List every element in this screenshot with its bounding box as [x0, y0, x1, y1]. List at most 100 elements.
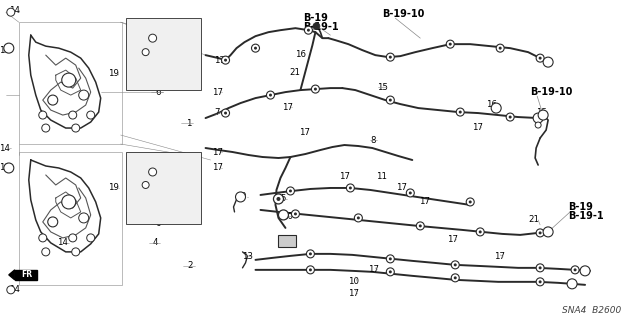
Circle shape: [312, 85, 319, 93]
Circle shape: [309, 268, 312, 271]
Text: 17: 17: [447, 235, 458, 244]
Text: 17: 17: [472, 122, 483, 131]
Text: 6: 6: [156, 219, 161, 228]
Circle shape: [7, 8, 15, 16]
Text: 19: 19: [108, 69, 119, 78]
Circle shape: [543, 227, 553, 237]
Circle shape: [468, 200, 472, 204]
Text: 18: 18: [0, 46, 10, 55]
Text: 17: 17: [419, 197, 430, 206]
Text: 4: 4: [153, 238, 158, 248]
Circle shape: [536, 264, 544, 272]
Text: 16: 16: [295, 50, 306, 59]
Circle shape: [406, 189, 414, 197]
Circle shape: [278, 210, 289, 220]
Circle shape: [42, 124, 50, 132]
Text: 4: 4: [135, 29, 140, 38]
Text: 11: 11: [376, 173, 387, 182]
Text: 17: 17: [212, 164, 223, 173]
Circle shape: [543, 57, 553, 67]
Text: 15: 15: [377, 83, 388, 92]
Circle shape: [346, 184, 355, 192]
Circle shape: [287, 187, 294, 195]
Text: 8: 8: [371, 136, 376, 145]
Circle shape: [307, 266, 314, 274]
Circle shape: [539, 57, 541, 60]
Circle shape: [86, 234, 95, 242]
Text: 17: 17: [212, 88, 223, 97]
Circle shape: [409, 191, 412, 195]
Circle shape: [535, 122, 541, 128]
Circle shape: [387, 268, 394, 276]
Circle shape: [536, 278, 544, 286]
Text: B-19: B-19: [568, 202, 593, 212]
Circle shape: [273, 194, 284, 204]
Circle shape: [509, 115, 511, 119]
Circle shape: [276, 197, 280, 201]
Circle shape: [456, 108, 464, 116]
Bar: [19, 22, 122, 144]
Text: 15: 15: [536, 108, 547, 116]
Bar: [125, 18, 200, 90]
Circle shape: [48, 217, 58, 227]
Circle shape: [86, 111, 95, 119]
Circle shape: [148, 168, 157, 176]
Text: 18: 18: [0, 164, 10, 173]
Circle shape: [536, 229, 544, 237]
Circle shape: [357, 216, 360, 219]
Circle shape: [48, 95, 58, 105]
Circle shape: [61, 195, 76, 209]
Circle shape: [499, 47, 502, 50]
Text: B-19: B-19: [303, 13, 328, 23]
Text: 14: 14: [10, 285, 20, 294]
Polygon shape: [15, 270, 36, 280]
Circle shape: [221, 56, 230, 64]
Circle shape: [479, 230, 482, 234]
Text: 6: 6: [156, 88, 161, 97]
Circle shape: [387, 96, 394, 104]
Circle shape: [580, 266, 590, 276]
Circle shape: [269, 93, 272, 97]
Text: 9: 9: [241, 192, 246, 202]
Circle shape: [39, 234, 47, 242]
Circle shape: [224, 59, 227, 62]
Circle shape: [142, 182, 149, 189]
Circle shape: [506, 113, 514, 121]
Circle shape: [224, 112, 227, 115]
Circle shape: [4, 43, 14, 53]
Text: 2: 2: [188, 261, 193, 271]
Text: 3: 3: [128, 39, 133, 48]
Text: 17: 17: [493, 252, 505, 261]
Circle shape: [459, 111, 461, 114]
Circle shape: [309, 252, 312, 256]
Circle shape: [355, 214, 362, 222]
Text: 14: 14: [10, 6, 20, 15]
Circle shape: [389, 257, 392, 260]
Circle shape: [252, 44, 259, 52]
Circle shape: [538, 110, 548, 120]
Circle shape: [349, 187, 352, 189]
Circle shape: [454, 263, 457, 266]
Circle shape: [539, 231, 541, 234]
Text: FR: FR: [20, 270, 32, 279]
Circle shape: [79, 90, 89, 100]
Circle shape: [496, 44, 504, 52]
Text: 17: 17: [212, 147, 223, 157]
Circle shape: [454, 276, 457, 279]
Circle shape: [236, 192, 246, 202]
Circle shape: [466, 198, 474, 206]
Circle shape: [449, 43, 452, 46]
Bar: [278, 235, 296, 247]
Circle shape: [389, 271, 392, 273]
Text: 17: 17: [396, 183, 407, 192]
Circle shape: [291, 210, 300, 218]
Circle shape: [72, 124, 80, 132]
Circle shape: [419, 225, 422, 227]
Circle shape: [294, 212, 297, 215]
Text: 17: 17: [282, 103, 293, 112]
Circle shape: [571, 266, 579, 274]
Text: SNA4  B2600: SNA4 B2600: [562, 306, 621, 315]
Text: 3: 3: [128, 167, 133, 176]
Text: 17: 17: [214, 56, 225, 65]
Circle shape: [451, 274, 460, 282]
